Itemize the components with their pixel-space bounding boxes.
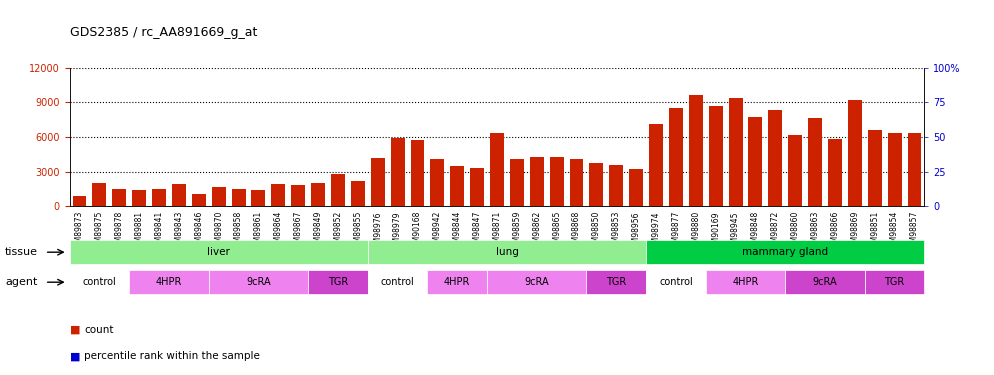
FancyBboxPatch shape xyxy=(308,270,368,294)
Bar xyxy=(470,168,484,206)
Text: TGR: TGR xyxy=(885,277,905,287)
FancyBboxPatch shape xyxy=(487,270,586,294)
Bar xyxy=(550,156,564,206)
Bar xyxy=(689,95,703,206)
Bar xyxy=(212,187,226,206)
Text: 9cRA: 9cRA xyxy=(813,277,837,287)
FancyBboxPatch shape xyxy=(129,270,209,294)
Text: TGR: TGR xyxy=(328,277,348,287)
Bar xyxy=(808,118,822,206)
FancyBboxPatch shape xyxy=(70,240,368,264)
Bar xyxy=(589,164,603,206)
Bar xyxy=(748,117,762,206)
FancyBboxPatch shape xyxy=(646,270,706,294)
Bar xyxy=(570,159,583,206)
Bar xyxy=(251,190,265,206)
Text: percentile rank within the sample: percentile rank within the sample xyxy=(84,351,260,361)
FancyBboxPatch shape xyxy=(427,270,487,294)
Text: 4HPR: 4HPR xyxy=(156,277,182,287)
Bar xyxy=(649,124,663,206)
Text: ■: ■ xyxy=(70,325,81,335)
Bar xyxy=(371,158,385,206)
Text: 9cRA: 9cRA xyxy=(247,277,270,287)
Bar xyxy=(510,159,524,206)
Text: 4HPR: 4HPR xyxy=(444,277,470,287)
Text: lung: lung xyxy=(495,247,519,257)
FancyBboxPatch shape xyxy=(646,240,924,264)
Bar xyxy=(788,135,802,206)
FancyBboxPatch shape xyxy=(865,270,924,294)
Bar xyxy=(92,183,106,206)
Bar xyxy=(192,194,206,206)
Bar xyxy=(848,100,862,206)
Text: liver: liver xyxy=(207,247,231,257)
Bar xyxy=(669,108,683,206)
Text: mammary gland: mammary gland xyxy=(743,247,828,257)
Bar xyxy=(172,184,186,206)
Bar xyxy=(152,189,166,206)
Bar xyxy=(311,183,325,206)
Bar xyxy=(112,189,126,206)
Bar xyxy=(411,140,424,206)
Bar xyxy=(351,181,365,206)
Bar xyxy=(430,159,444,206)
Bar xyxy=(868,130,882,206)
Text: tissue: tissue xyxy=(5,247,38,257)
Text: TGR: TGR xyxy=(606,277,626,287)
Bar xyxy=(132,190,146,206)
Bar xyxy=(768,110,782,206)
Bar xyxy=(391,138,405,206)
FancyBboxPatch shape xyxy=(209,270,308,294)
FancyBboxPatch shape xyxy=(368,240,646,264)
FancyBboxPatch shape xyxy=(706,270,785,294)
Bar xyxy=(530,156,544,206)
Text: agent: agent xyxy=(5,277,38,287)
Bar xyxy=(828,139,842,206)
Bar xyxy=(331,174,345,206)
Text: count: count xyxy=(84,325,114,335)
Bar xyxy=(450,166,464,206)
Bar xyxy=(709,106,723,206)
Bar xyxy=(729,98,743,206)
Bar xyxy=(232,189,246,206)
Bar xyxy=(490,134,504,206)
Text: 4HPR: 4HPR xyxy=(733,277,758,287)
FancyBboxPatch shape xyxy=(368,270,427,294)
Text: control: control xyxy=(659,277,693,287)
FancyBboxPatch shape xyxy=(70,270,129,294)
Text: control: control xyxy=(381,277,414,287)
Bar xyxy=(609,165,623,206)
Bar xyxy=(271,184,285,206)
Bar xyxy=(888,134,902,206)
Bar xyxy=(629,169,643,206)
Text: 9cRA: 9cRA xyxy=(525,277,549,287)
FancyBboxPatch shape xyxy=(586,270,646,294)
Bar xyxy=(73,196,86,206)
Bar xyxy=(908,134,921,206)
Text: control: control xyxy=(83,277,116,287)
Text: GDS2385 / rc_AA891669_g_at: GDS2385 / rc_AA891669_g_at xyxy=(70,26,257,39)
Text: ■: ■ xyxy=(70,351,81,361)
FancyBboxPatch shape xyxy=(785,270,865,294)
Bar xyxy=(291,186,305,206)
